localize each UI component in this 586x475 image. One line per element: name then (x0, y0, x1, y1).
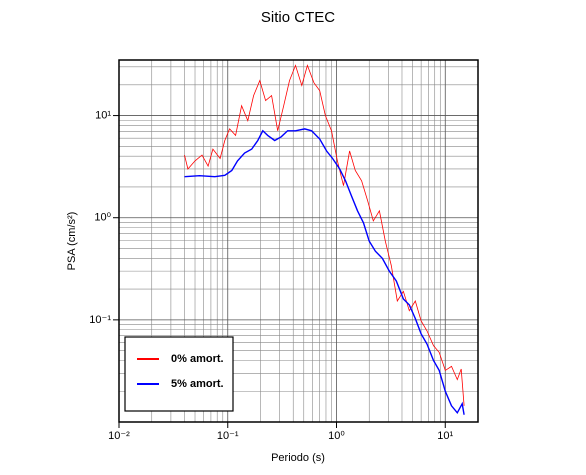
y-tick-label: 10¹ (95, 109, 111, 121)
y-tick-label: 10⁻¹ (89, 314, 111, 326)
x-tick-label: 10⁻² (108, 430, 130, 442)
legend-label: 0% amort. (171, 353, 224, 365)
x-tick-label: 10⁻¹ (217, 430, 239, 442)
x-tick-label: 10¹ (437, 430, 453, 442)
legend-box (124, 336, 234, 412)
series-line (184, 64, 465, 406)
x-axis-label: Periodo (s) (271, 452, 325, 464)
y-tick-label: 10⁰ (94, 212, 111, 224)
y-axis-label: PSA (cm/s²) (66, 212, 78, 271)
x-tick-label: 10⁰ (328, 430, 345, 442)
legend-label: 5% amort. (171, 378, 224, 390)
chart-title: Sitio CTEC (261, 9, 335, 26)
series-line (184, 128, 465, 415)
plot-frame (118, 59, 479, 423)
